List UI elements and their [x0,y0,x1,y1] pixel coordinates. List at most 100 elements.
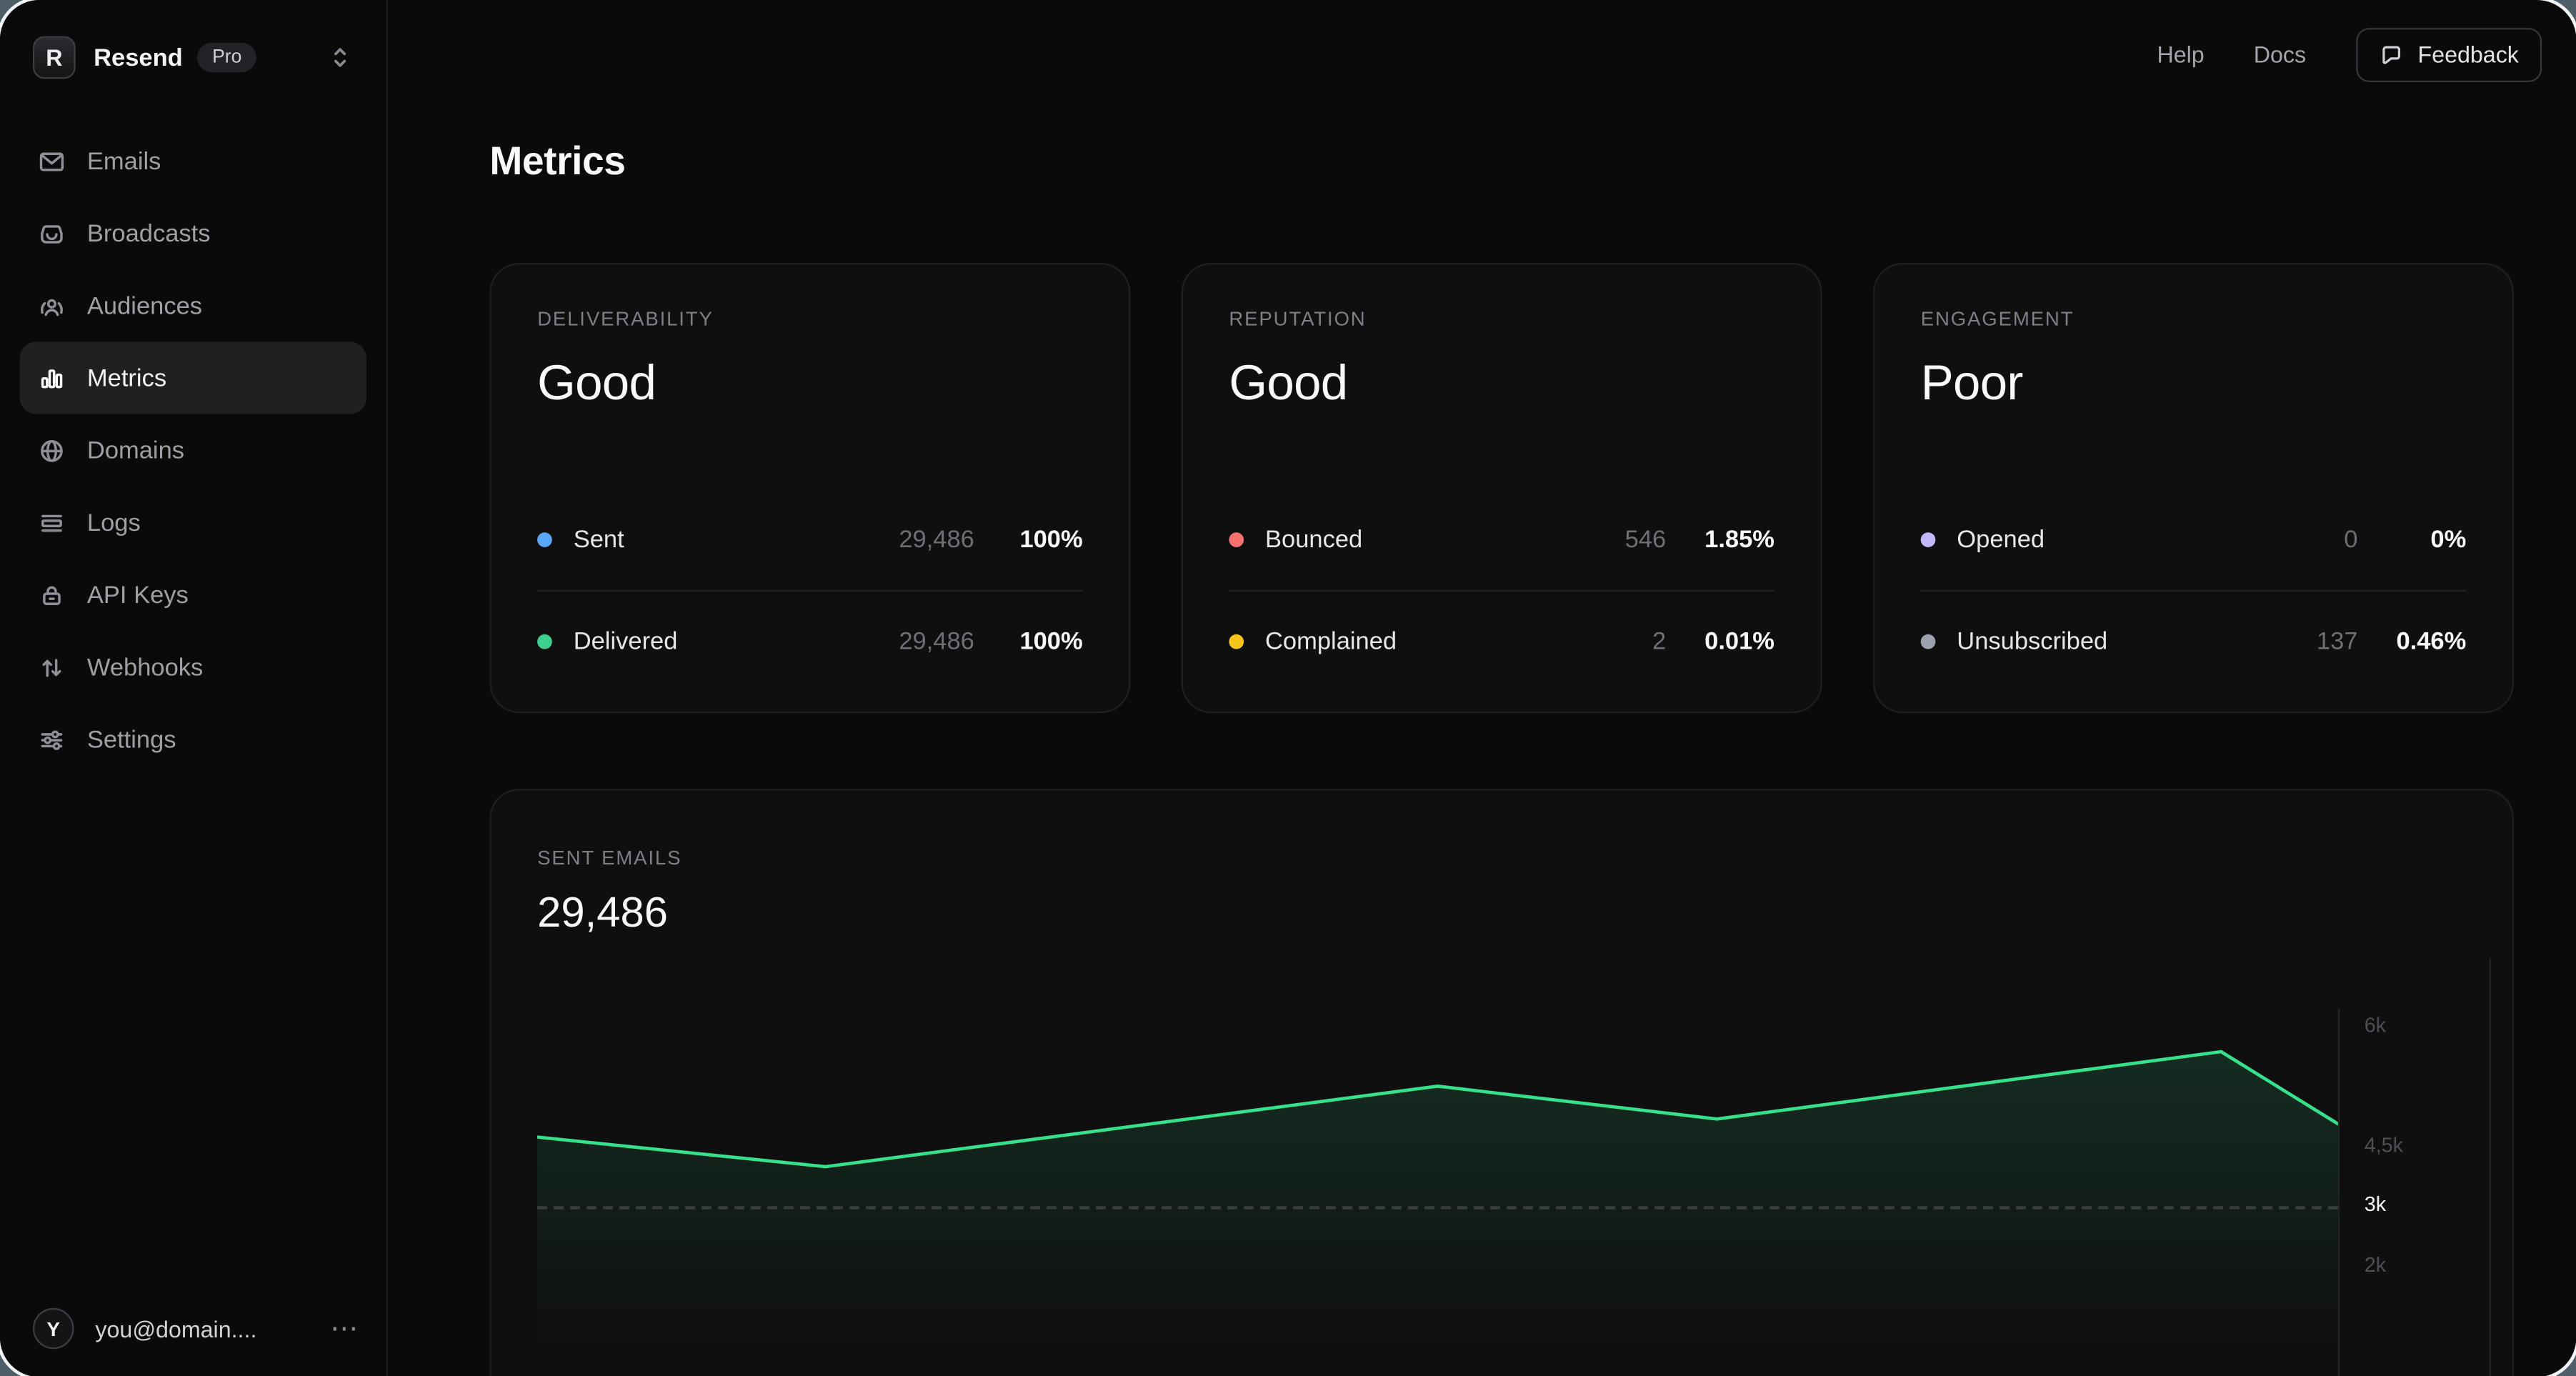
metric-percent: 0.01% [1704,627,1774,656]
card-category-label: REPUTATION [1229,307,1367,331]
sidebar-item-label: Webhooks [86,653,204,682]
bounced-dot [1229,532,1244,547]
webhooks-arrows-icon [38,653,66,681]
metric-label: Unsubscribed [1957,627,2108,656]
sidebar-item-label: Audiences [86,291,203,320]
sidebar-item-label: Settings [86,725,176,754]
user-email: you@domain.... [95,1315,257,1342]
metric-row-bounced: Bounced 546 1.85% [1229,488,1774,590]
plan-badge: Pro [197,42,257,73]
sidebar-item-emails[interactable]: Emails [20,125,366,197]
page-title: Metrics [489,139,626,184]
engagement-card: ENGAGEMENT Poor Opened 0 0% Unsu [1873,263,2514,714]
metric-percent: 0% [2430,524,2467,553]
emails-icon [38,147,66,175]
sent-emails-header: SENT EMAILS 29,486 [537,847,682,939]
metric-label: Opened [1957,524,2045,553]
card-category-label: ENGAGEMENT [1920,307,2075,331]
sidebar-item-broadcasts[interactable]: Broadcasts [20,197,366,269]
metric-percent: 100% [1019,524,1083,553]
delivered-dot [537,634,552,649]
sidebar-item-settings[interactable]: Settings [20,703,366,775]
sidebar-item-label: Domains [86,436,185,464]
opened-dot [1920,532,1936,547]
sidebar: R Resend Pro Emails Broadcasts A [0,0,388,1376]
brand-name: Resend [94,43,183,72]
y-tick-6k: 6k [2364,1014,2387,1037]
metric-row-unsubscribed: Unsubscribed 137 0.46% [1920,589,2467,692]
avatar: Y [33,1307,74,1350]
sidebar-item-label: API Keys [86,581,189,609]
engagement-status: Poor [1920,357,2024,411]
metric-percent: 1.85% [1704,524,1774,553]
reputation-card: REPUTATION Good Bounced 546 1.85% [1181,263,1822,714]
metric-count: 137 [2316,627,2358,656]
reference-line-3k [537,1206,2338,1210]
metric-count: 546 [1624,524,1667,553]
metric-percent: 0.46% [2396,627,2467,656]
metric-percent: 100% [1019,627,1083,656]
sidebar-item-label: Metrics [86,364,167,392]
sent-emails-plot [535,999,2340,1376]
metric-label: Complained [1265,627,1397,656]
sidebar-item-metrics[interactable]: Metrics [19,341,366,414]
metric-row-delivered: Delivered 29,486 100% [537,589,1083,692]
more-icon[interactable]: ⋯ [330,1312,360,1344]
card-category-label: DELIVERABILITY [537,307,714,331]
metric-count: 2 [1652,627,1667,656]
metric-row-opened: Opened 0 0% [1920,488,2467,590]
chevron-up-down-icon[interactable] [327,43,354,81]
sidebar-item-label: Logs [86,508,141,537]
metric-row-complained: Complained 2 0.01% [1229,589,1774,692]
broadcasts-icon [38,219,66,247]
main-area: Help Docs Feedback Metrics DELIVERABILIT… [388,0,2576,1376]
sidebar-item-label: Emails [86,146,161,175]
metric-label: Sent [573,524,624,553]
settings-sliders-icon [38,725,66,753]
deliverability-card: DELIVERABILITY Good Sent 29,486 100% [489,263,1131,714]
sidebar-nav: Emails Broadcasts Audiences Metrics Doma… [19,125,366,776]
grid-line [2489,957,2491,1376]
topbar: Help Docs Feedback [388,0,2576,109]
resend-logo: R [33,36,76,79]
sent-emails-card: SENT EMAILS 29,486 6k 4,5k 3k 2k [489,789,2515,1376]
axis-line [2337,1009,2340,1376]
sidebar-item-api-keys[interactable]: API Keys [20,559,366,631]
metric-label: Bounced [1265,524,1363,553]
complained-dot [1229,634,1244,649]
card-rows: Opened 0 0% Unsubscribed 137 0.46% [1920,488,2467,692]
feedback-button[interactable]: Feedback [2355,26,2542,81]
sidebar-item-webhooks[interactable]: Webhooks [20,631,366,703]
workspace-switcher[interactable]: R Resend Pro [0,0,386,115]
docs-link[interactable]: Docs [2253,41,2307,68]
sent-emails-total: 29,486 [537,887,669,937]
y-tick-4,5k: 4,5k [2364,1134,2404,1157]
card-rows: Sent 29,486 100% Delivered 29,486 100% [537,488,1083,692]
sidebar-item-logs[interactable]: Logs [20,487,366,559]
deliverability-status: Good [537,357,657,411]
metric-row-sent: Sent 29,486 100% [537,488,1083,590]
sidebar-item-domains[interactable]: Domains [20,414,366,487]
help-link[interactable]: Help [2157,41,2205,68]
domains-icon [38,437,66,464]
sent-emails-label: SENT EMAILS [537,846,682,869]
metric-label: Delivered [573,627,678,656]
y-tick-3k: 3k [2364,1192,2387,1216]
sent-emails-chart: 6k 4,5k 3k 2k [491,957,2512,1376]
metrics-page: Metrics DELIVERABILITY Good Sent 29,486 … [388,0,2576,1376]
sidebar-item-label: Broadcasts [86,219,211,248]
reputation-status: Good [1229,357,1348,411]
summary-cards-row: DELIVERABILITY Good Sent 29,486 100% [489,263,2514,714]
audiences-icon [38,291,66,319]
unsubscribed-dot [1920,634,1936,649]
logs-icon [38,509,66,537]
user-account-row[interactable]: Y you@domain.... ⋯ [33,1299,363,1358]
sidebar-item-audiences[interactable]: Audiences [20,269,366,341]
api-keys-lock-icon [38,581,66,609]
y-tick-2k: 2k [2364,1253,2387,1277]
metrics-icon [38,364,66,392]
feedback-bubble-icon [2378,42,2403,67]
metric-count: 0 [2344,524,2358,553]
